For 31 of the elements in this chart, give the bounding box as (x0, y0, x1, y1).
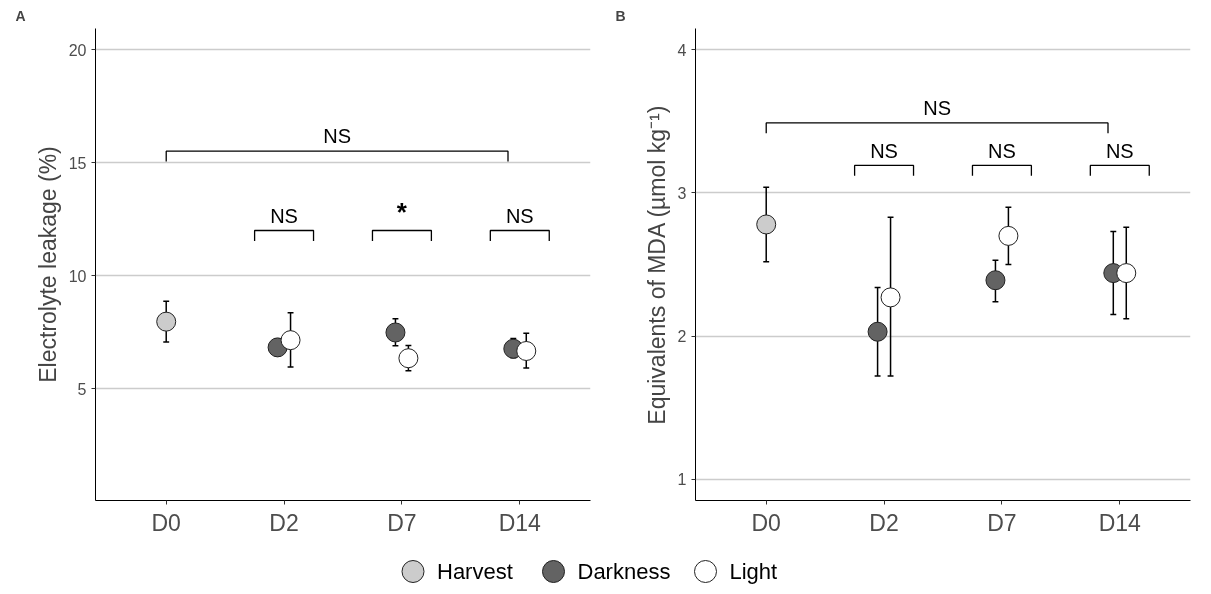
y-tick-label: 4 (677, 41, 687, 59)
chart-title: B (615, 7, 626, 24)
y-tick-label: 15 (68, 154, 87, 172)
annotation: NS (988, 139, 1016, 162)
legend-label: Light (729, 559, 778, 584)
x-tick-label: D7 (387, 509, 417, 536)
x-tick-label: D0 (751, 509, 781, 536)
y-axis-title: Electrolyte leakage (%) (34, 146, 61, 383)
annotation: NS (1105, 139, 1134, 162)
y-tick-label: 5 (77, 380, 87, 398)
y-axis-title: Equivalents of MDA (µmol kg⁻¹) (643, 105, 670, 425)
y-tick-label: 1 (677, 471, 687, 489)
annotation: NS (323, 125, 352, 148)
y-tick-label: 20 (68, 41, 87, 59)
x-tick-label: D14 (1098, 509, 1142, 536)
annotation: NS (923, 97, 952, 120)
legend-label: Harvest (437, 559, 513, 584)
chart-title: A (15, 7, 26, 24)
x-tick-label: D0 (151, 509, 181, 536)
y-tick-label: 10 (68, 267, 87, 285)
legend-label: Darkness (577, 559, 671, 584)
x-tick-label: D2 (869, 509, 899, 536)
annotation: NS (870, 139, 898, 162)
x-tick-label: D7 (987, 509, 1017, 536)
y-tick-label: 3 (677, 184, 687, 202)
x-tick-label: D14 (498, 509, 542, 536)
annotation: NS (270, 204, 298, 227)
y-tick-label: 2 (677, 328, 687, 346)
annotation: * (396, 196, 408, 227)
annotation: NS (505, 204, 534, 227)
x-tick-label: D2 (269, 509, 299, 536)
